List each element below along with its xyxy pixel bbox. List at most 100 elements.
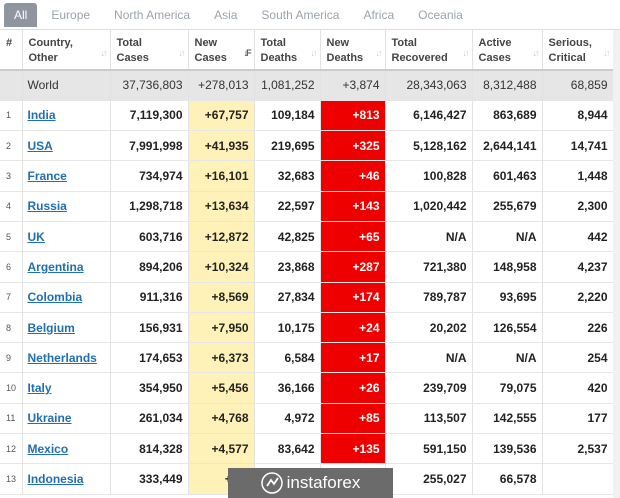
- country-link[interactable]: India: [27, 108, 56, 123]
- new-cases-cell: +4,768: [188, 403, 255, 435]
- tab-africa[interactable]: Africa: [363, 7, 395, 22]
- col-header-new-cases-label: New: [194, 37, 218, 49]
- new-cases-cell: +8,569: [188, 282, 255, 313]
- world-serious: 68,859: [542, 70, 614, 101]
- serious-cell: 420: [542, 372, 614, 404]
- country-link[interactable]: Russia: [27, 199, 67, 214]
- col-header-active-cases-label-2: Cases: [478, 52, 511, 64]
- new-cases-cell: +10,324: [188, 251, 255, 283]
- serious-cell: 14,741: [542, 130, 614, 162]
- country-cell: Ukraine: [22, 403, 111, 435]
- table-row: 6 Argentina 894,206 +10,324 23,868 +287 721,38…: [0, 251, 614, 283]
- sort-icon[interactable]: ↓↑: [532, 48, 540, 58]
- col-header-active-cases-label: Active: [478, 37, 512, 49]
- col-header-total-deaths-label-2: Deaths: [260, 52, 298, 64]
- tab-south-america[interactable]: South America: [261, 7, 340, 22]
- total-deaths-cell: 83,642: [254, 433, 321, 465]
- tab-north-america[interactable]: North America: [114, 7, 191, 22]
- col-header-total-recovered[interactable]: Total Recovered ↓↑: [385, 30, 473, 71]
- active-cases-cell: 2,644,141: [472, 130, 543, 162]
- tab-asia[interactable]: Asia: [214, 7, 238, 22]
- table-row: 5 UK 603,716 +12,872 42,825 +65 N/A N/A 442: [0, 221, 614, 253]
- tab-all[interactable]: All: [4, 2, 38, 27]
- total-cases-cell: 261,034: [110, 403, 189, 435]
- total-cases-cell: 354,950: [110, 372, 189, 404]
- new-cases-cell: +7,950: [188, 312, 255, 344]
- total-cases-cell: 156,931: [110, 312, 189, 344]
- table-row: 7 Colombia 911,316 +8,569 27,834 +174 789,787 9…: [0, 282, 614, 313]
- new-cases-cell: +16,101: [188, 160, 255, 192]
- col-header-country[interactable]: Country, Other ↓↑: [22, 30, 111, 71]
- active-cases-cell: 79,075: [472, 372, 543, 404]
- col-header-country-label-2: Other: [28, 52, 58, 64]
- world-total-recovered: 28,343,063: [385, 70, 473, 101]
- col-header-total-cases[interactable]: Total Cases ↓↑: [110, 30, 189, 71]
- sort-icon[interactable]: ↓↑: [100, 48, 108, 58]
- sort-icon[interactable]: ↓↑: [178, 48, 186, 58]
- world-total-cases: 37,736,803: [110, 70, 189, 101]
- col-header-total-cases-label: Total: [116, 37, 142, 49]
- scrollbar[interactable]: [613, 30, 620, 498]
- watermark-text: instaforex: [286, 473, 361, 492]
- new-deaths-cell: +26: [320, 372, 386, 404]
- country-link[interactable]: Italy: [27, 381, 52, 396]
- new-deaths-cell: +135: [320, 433, 386, 465]
- row-index: 2: [0, 130, 23, 162]
- serious-cell: 4,237: [542, 251, 614, 283]
- total-recovered-cell: 721,380: [385, 251, 473, 283]
- table-row: 10 Italy 354,950 +5,456 36,166 +26 239,709 79,0…: [0, 372, 614, 404]
- total-recovered-cell: 20,202: [385, 312, 473, 344]
- serious-cell: 254: [542, 342, 614, 374]
- row-index: 12: [0, 433, 23, 465]
- country-link[interactable]: Indonesia: [27, 472, 84, 486]
- new-deaths-cell: +813: [320, 100, 386, 132]
- tab-europe[interactable]: Europe: [51, 7, 91, 22]
- new-cases-cell: +6,373: [188, 342, 255, 374]
- active-cases-cell: 148,958: [472, 251, 543, 283]
- new-deaths-cell: +325: [320, 130, 386, 162]
- country-cell: Colombia: [22, 282, 111, 313]
- col-header-new-deaths[interactable]: New Deaths ↓↑: [320, 30, 386, 71]
- serious-cell: 1,448: [542, 160, 614, 192]
- serious-cell: 2,537: [542, 433, 614, 465]
- tab-oceania[interactable]: Oceania: [418, 7, 463, 22]
- col-header-serious[interactable]: Serious, Critical ↓↑: [542, 30, 614, 71]
- country-cell: Italy: [22, 372, 111, 404]
- col-header-total-deaths[interactable]: Total Deaths ↓↑: [254, 30, 321, 71]
- active-cases-cell: 142,555: [472, 403, 543, 435]
- sort-icon[interactable]: ↓↑: [603, 48, 611, 58]
- new-deaths-cell: +65: [320, 221, 386, 253]
- sort-icon[interactable]: ↓↑: [375, 48, 383, 58]
- table-row: 1 India 7,119,300 +67,757 109,184 +813 6,146,4…: [0, 100, 614, 132]
- total-recovered-cell: 255,027: [385, 463, 473, 495]
- sort-icon[interactable]: ↓↑: [462, 48, 470, 58]
- new-cases-cell: +12,872: [188, 221, 255, 253]
- country-link[interactable]: Colombia: [27, 290, 83, 305]
- row-index: 1: [0, 100, 23, 132]
- table-row: 3 France 734,974 +16,101 32,683 +46 100,828 601…: [0, 160, 614, 192]
- country-cell: USA: [22, 130, 111, 162]
- row-index: 11: [0, 403, 23, 435]
- sort-icon[interactable]: ↓↑: [310, 48, 318, 58]
- new-deaths-cell: +174: [320, 282, 386, 313]
- country-link[interactable]: Mexico: [27, 441, 69, 456]
- country-link[interactable]: Argentina: [27, 259, 84, 274]
- country-link[interactable]: UK: [27, 229, 45, 244]
- total-recovered-cell: 5,128,162: [385, 130, 473, 162]
- col-header-active-cases[interactable]: Active Cases ↓↑: [472, 30, 543, 71]
- sort-desc-icon[interactable]: ↓F: [243, 48, 252, 58]
- row-index: 3: [0, 160, 23, 192]
- total-deaths-cell: 42,825: [254, 221, 321, 253]
- country-link[interactable]: Netherlands: [27, 350, 97, 365]
- new-cases-cell: +67,757: [188, 100, 255, 132]
- country-link[interactable]: Ukraine: [27, 411, 72, 426]
- col-header-new-cases-label-2: Cases: [194, 52, 227, 64]
- new-cases-cell: +41,935: [188, 130, 255, 162]
- country-link[interactable]: Belgium: [27, 320, 75, 335]
- country-link[interactable]: USA: [27, 138, 53, 153]
- total-cases-cell: 7,119,300: [110, 100, 189, 132]
- country-link[interactable]: France: [27, 169, 67, 184]
- col-header-new-cases[interactable]: New Cases ↓F: [188, 30, 255, 71]
- row-index: 7: [0, 282, 23, 313]
- total-deaths-cell: 36,166: [254, 372, 321, 404]
